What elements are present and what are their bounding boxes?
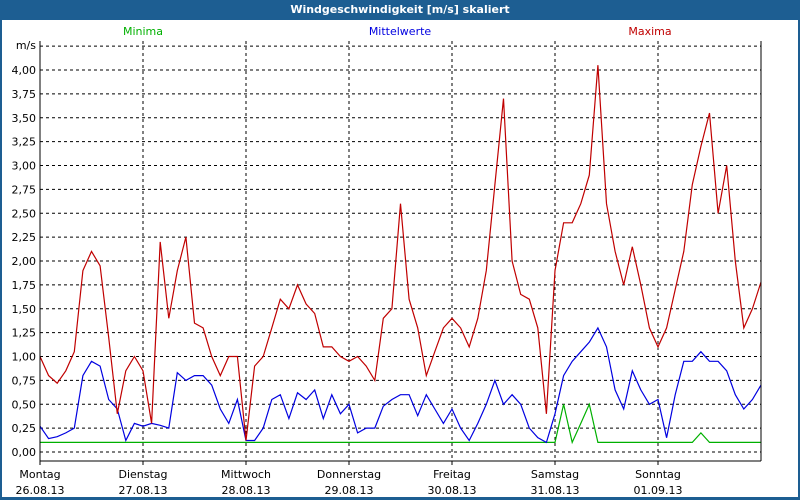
- y-tick-label: 3,00: [12, 160, 37, 173]
- x-tick-day: Dienstag: [118, 468, 167, 481]
- series-line-minima: [40, 402, 761, 445]
- legend-minima: Minima: [123, 25, 163, 38]
- chart-panel: [2, 20, 798, 497]
- x-tick-date: 28.08.13: [222, 484, 271, 497]
- y-tick-label: 2,75: [12, 183, 37, 196]
- y-tick-label: 1,00: [12, 351, 37, 364]
- x-tick-day: Donnerstag: [317, 468, 381, 481]
- y-tick-label: 3,25: [12, 136, 37, 149]
- y-tick-label: 4,00: [12, 64, 37, 77]
- legend-maxima: Maxima: [628, 25, 671, 38]
- y-tick-label: 2,50: [12, 207, 37, 220]
- y-tick-label: 2,00: [12, 255, 37, 268]
- series-line-mittelwerte: [39, 326, 762, 444]
- x-tick-date: 26.08.13: [16, 484, 65, 497]
- x-tick-date: 31.08.13: [531, 484, 580, 497]
- x-tick-day: Mittwoch: [221, 468, 271, 481]
- y-tick-label: 0,00: [12, 446, 37, 459]
- x-tick-date: 29.08.13: [325, 484, 374, 497]
- y-tick-label: 1,50: [12, 303, 37, 316]
- y-tick-label: 1,25: [12, 327, 37, 340]
- x-tick-date: 01.09.13: [634, 484, 683, 497]
- y-tick-label: 3,50: [12, 112, 37, 125]
- x-tick-day: Samstag: [531, 468, 579, 481]
- window-title: Windgeschwindigkeit [m/s] skaliert: [0, 0, 800, 20]
- y-axis-unit: m/s: [16, 39, 36, 52]
- x-tick-day: Sonntag: [635, 468, 681, 481]
- x-tick-date: 30.08.13: [428, 484, 477, 497]
- x-tick-date: 27.08.13: [119, 484, 168, 497]
- y-tick-label: 1,75: [12, 279, 37, 292]
- y-tick-label: 0,50: [12, 398, 37, 411]
- x-tick-day: Freitag: [433, 468, 471, 481]
- x-tick-day: Montag: [19, 468, 60, 481]
- legend-mittelwerte: Mittelwerte: [369, 25, 432, 38]
- series-line-maxima: [39, 65, 762, 441]
- y-tick-label: 0,75: [12, 374, 37, 387]
- y-tick-label: 0,25: [12, 422, 37, 435]
- y-tick-label: 3,75: [12, 88, 37, 101]
- y-tick-label: 2,25: [12, 231, 37, 244]
